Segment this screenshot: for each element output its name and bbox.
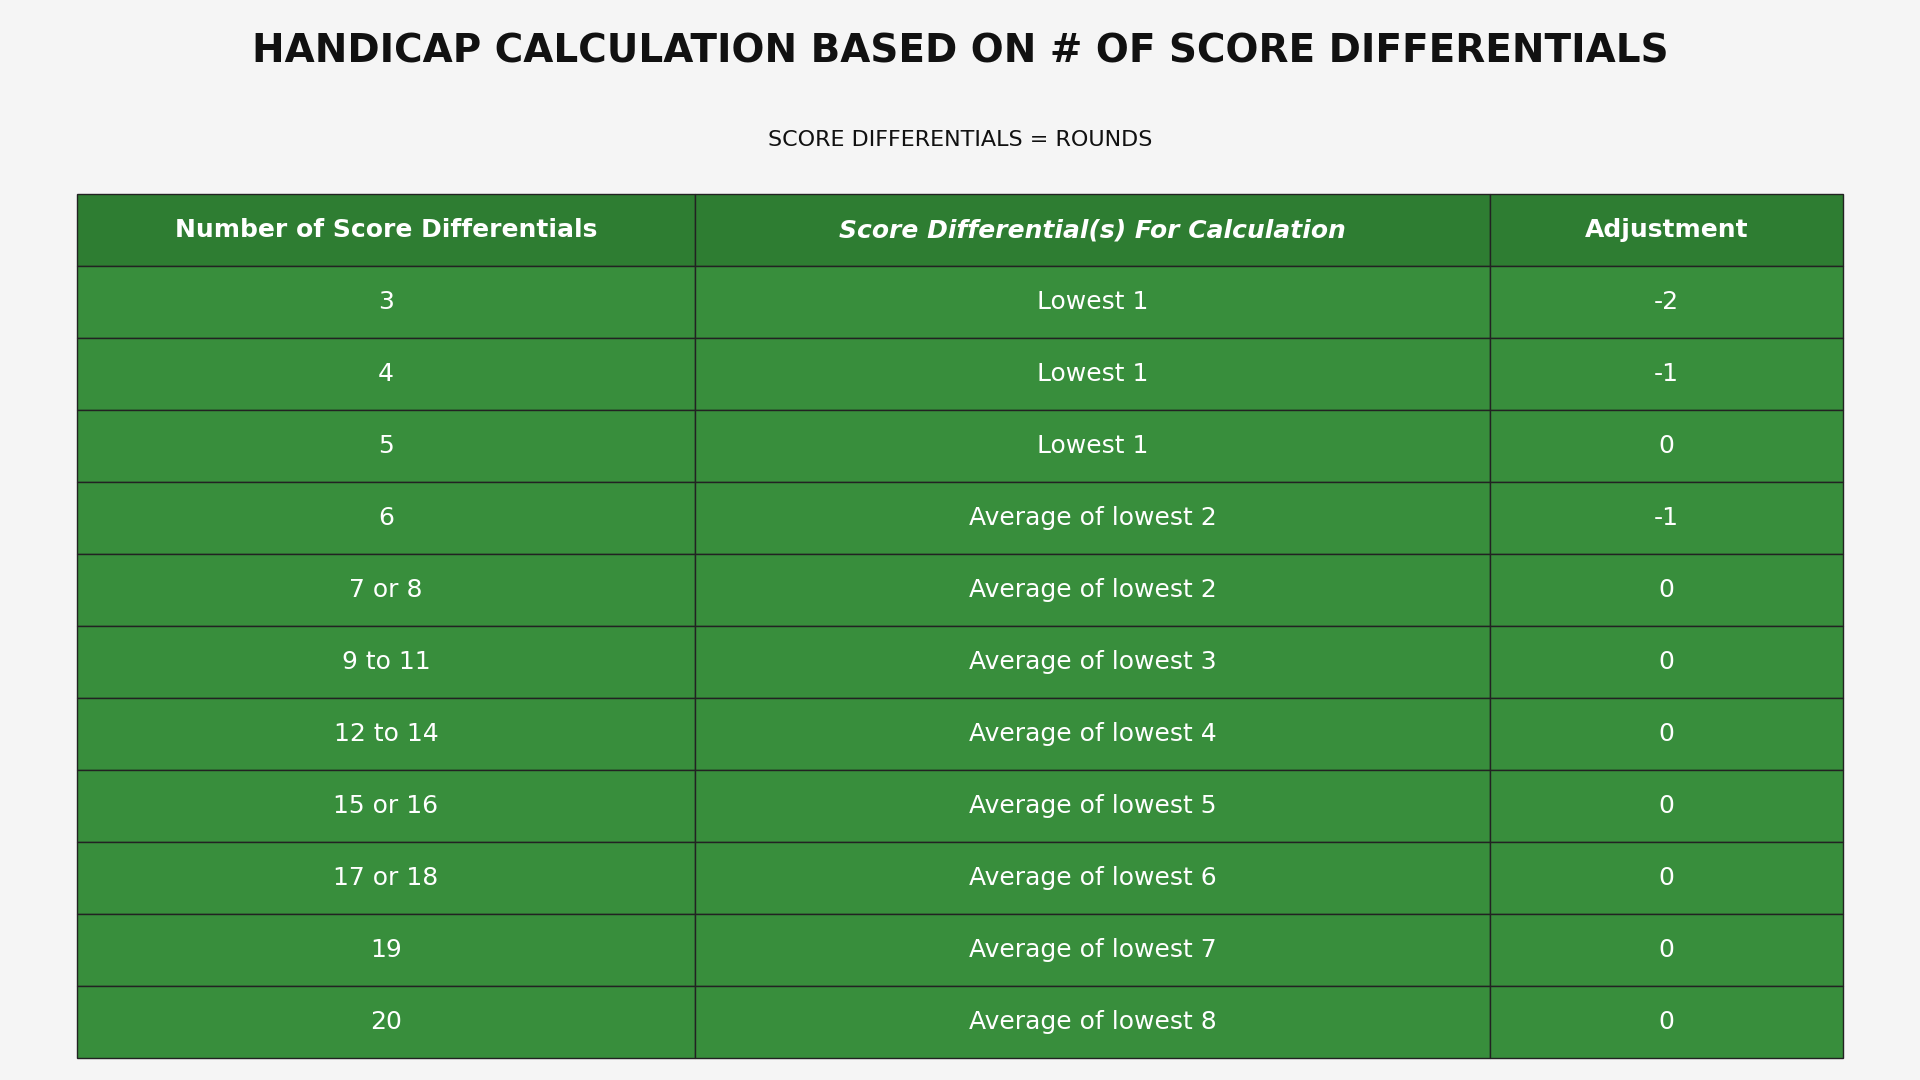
- Text: -2: -2: [1653, 291, 1680, 314]
- FancyBboxPatch shape: [1490, 410, 1843, 483]
- Text: 0: 0: [1659, 579, 1674, 603]
- Text: HANDICAP CALCULATION BASED ON # OF SCORE DIFFERENTIALS: HANDICAP CALCULATION BASED ON # OF SCORE…: [252, 32, 1668, 70]
- Text: 15 or 16: 15 or 16: [334, 795, 438, 819]
- FancyBboxPatch shape: [1490, 842, 1843, 915]
- FancyBboxPatch shape: [77, 267, 695, 338]
- Text: Average of lowest 5: Average of lowest 5: [970, 795, 1215, 819]
- Text: 12 to 14: 12 to 14: [334, 723, 438, 746]
- FancyBboxPatch shape: [695, 986, 1490, 1058]
- Text: SCORE DIFFERENTIALS = ROUNDS: SCORE DIFFERENTIALS = ROUNDS: [768, 130, 1152, 150]
- FancyBboxPatch shape: [1490, 194, 1843, 267]
- Text: Average of lowest 3: Average of lowest 3: [970, 650, 1215, 674]
- Text: 0: 0: [1659, 866, 1674, 890]
- FancyBboxPatch shape: [695, 483, 1490, 554]
- Text: Average of lowest 7: Average of lowest 7: [970, 939, 1215, 962]
- Text: 4: 4: [378, 363, 394, 387]
- Text: 0: 0: [1659, 723, 1674, 746]
- Text: 9 to 11: 9 to 11: [342, 650, 430, 674]
- Text: Average of lowest 2: Average of lowest 2: [968, 579, 1217, 603]
- Text: Lowest 1: Lowest 1: [1037, 434, 1148, 458]
- Text: Number of Score Differentials: Number of Score Differentials: [175, 218, 597, 242]
- FancyBboxPatch shape: [695, 410, 1490, 483]
- FancyBboxPatch shape: [1490, 338, 1843, 410]
- Text: Average of lowest 6: Average of lowest 6: [968, 866, 1217, 890]
- FancyBboxPatch shape: [1490, 986, 1843, 1058]
- Text: Average of lowest 2: Average of lowest 2: [968, 507, 1217, 530]
- Text: 19: 19: [371, 939, 401, 962]
- FancyBboxPatch shape: [1490, 770, 1843, 842]
- FancyBboxPatch shape: [695, 626, 1490, 699]
- FancyBboxPatch shape: [695, 267, 1490, 338]
- FancyBboxPatch shape: [77, 699, 695, 770]
- FancyBboxPatch shape: [695, 915, 1490, 986]
- Text: Score Differential(s) For Calculation: Score Differential(s) For Calculation: [839, 218, 1346, 242]
- Text: Lowest 1: Lowest 1: [1037, 291, 1148, 314]
- Text: 3: 3: [378, 291, 394, 314]
- Text: 7 or 8: 7 or 8: [349, 579, 422, 603]
- FancyBboxPatch shape: [77, 626, 695, 699]
- Text: 0: 0: [1659, 795, 1674, 819]
- FancyBboxPatch shape: [77, 483, 695, 554]
- Text: -1: -1: [1653, 507, 1680, 530]
- FancyBboxPatch shape: [695, 699, 1490, 770]
- FancyBboxPatch shape: [695, 338, 1490, 410]
- Text: 6: 6: [378, 507, 394, 530]
- FancyBboxPatch shape: [1490, 915, 1843, 986]
- FancyBboxPatch shape: [77, 554, 695, 626]
- FancyBboxPatch shape: [695, 554, 1490, 626]
- FancyBboxPatch shape: [1490, 699, 1843, 770]
- Text: Average of lowest 4: Average of lowest 4: [968, 723, 1217, 746]
- FancyBboxPatch shape: [77, 770, 695, 842]
- Text: 0: 0: [1659, 939, 1674, 962]
- Text: 20: 20: [371, 1011, 401, 1035]
- Text: Lowest 1: Lowest 1: [1037, 363, 1148, 387]
- Text: 5: 5: [378, 434, 394, 458]
- FancyBboxPatch shape: [695, 842, 1490, 915]
- Text: 0: 0: [1659, 650, 1674, 674]
- Text: 17 or 18: 17 or 18: [334, 866, 438, 890]
- FancyBboxPatch shape: [77, 986, 695, 1058]
- FancyBboxPatch shape: [1490, 554, 1843, 626]
- FancyBboxPatch shape: [77, 842, 695, 915]
- Text: Adjustment: Adjustment: [1584, 218, 1749, 242]
- FancyBboxPatch shape: [77, 194, 695, 267]
- FancyBboxPatch shape: [77, 915, 695, 986]
- FancyBboxPatch shape: [1490, 483, 1843, 554]
- Text: Average of lowest 8: Average of lowest 8: [968, 1011, 1217, 1035]
- Text: 0: 0: [1659, 434, 1674, 458]
- FancyBboxPatch shape: [1490, 626, 1843, 699]
- FancyBboxPatch shape: [695, 194, 1490, 267]
- FancyBboxPatch shape: [1490, 267, 1843, 338]
- FancyBboxPatch shape: [695, 770, 1490, 842]
- Text: -1: -1: [1653, 363, 1680, 387]
- FancyBboxPatch shape: [77, 338, 695, 410]
- Text: 0: 0: [1659, 1011, 1674, 1035]
- FancyBboxPatch shape: [77, 410, 695, 483]
